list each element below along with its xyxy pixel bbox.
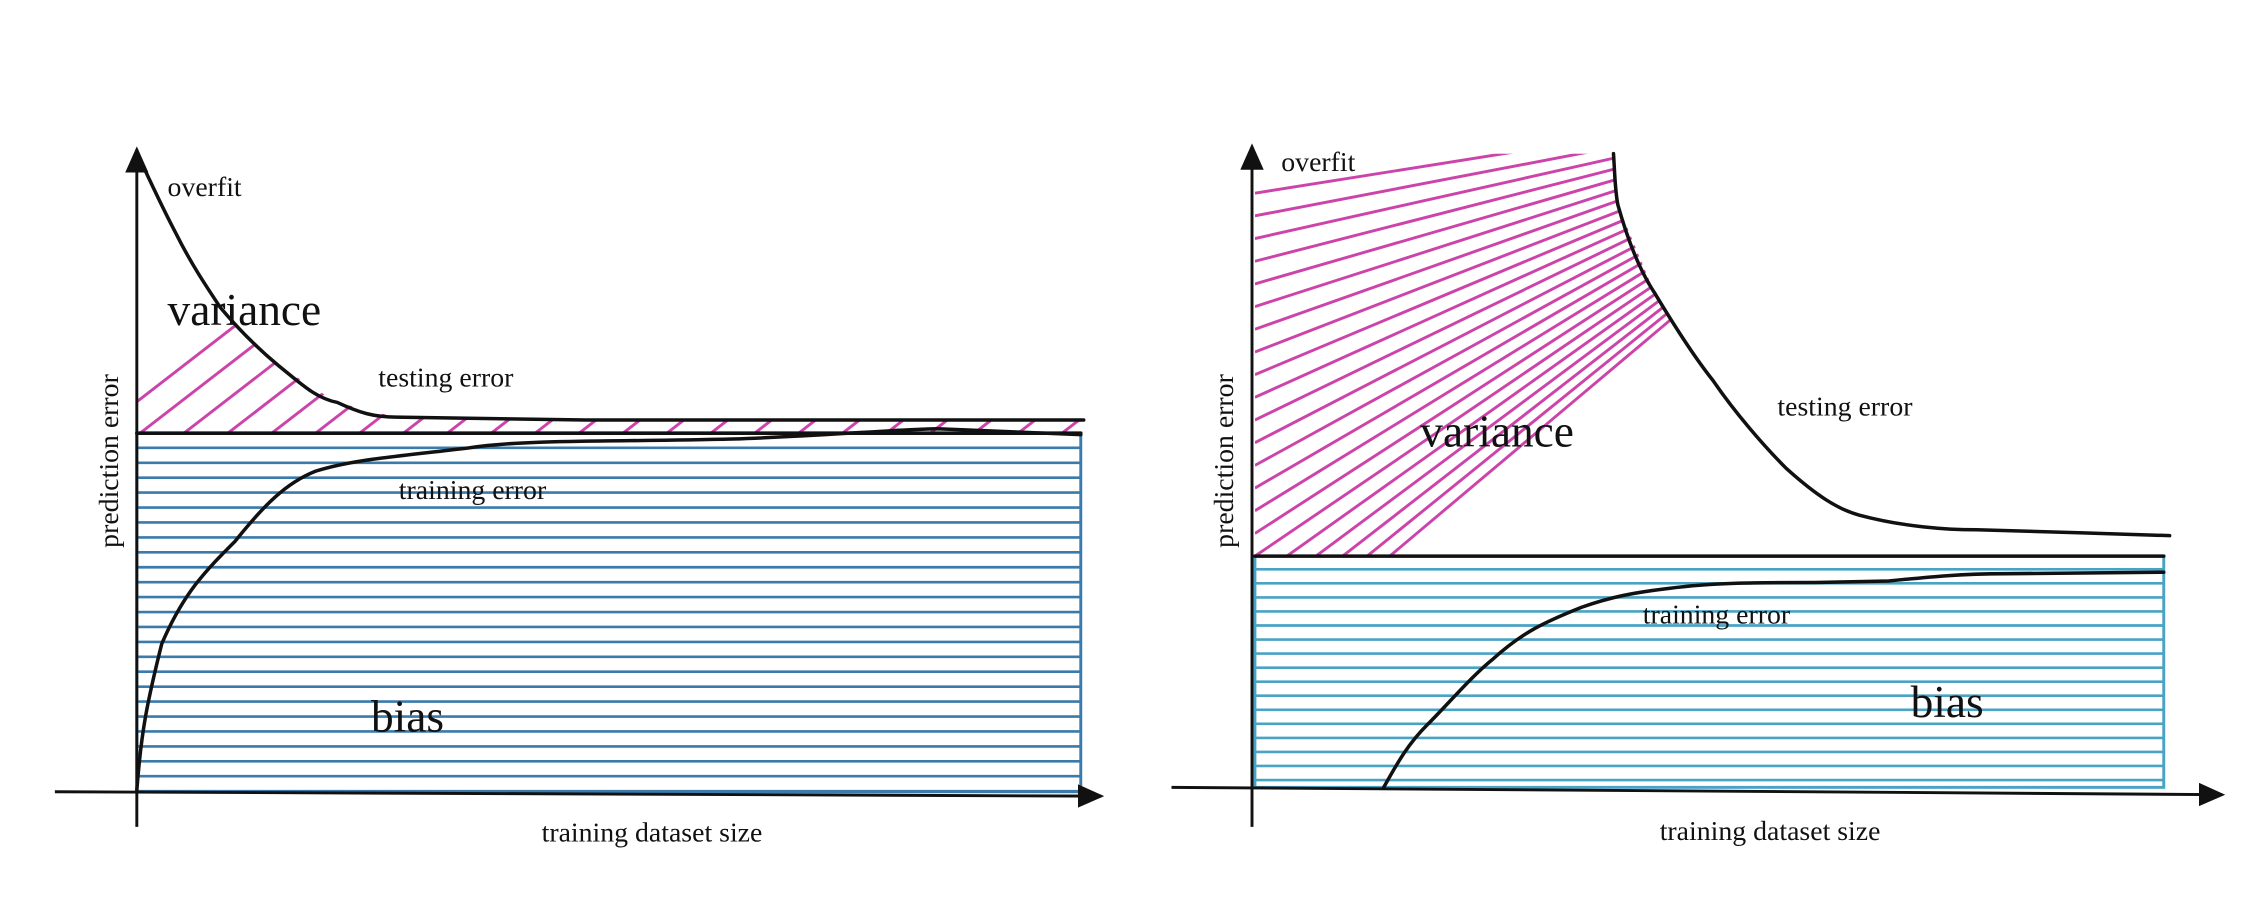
training-curve: [1381, 570, 2166, 790]
x-axis-label: training dataset size: [542, 818, 763, 849]
hatch-line: [482, 189, 807, 434]
hatch-line: [570, 189, 895, 434]
hatch-line: [1254, 153, 2167, 354]
bias-hatch: [136, 446, 1081, 793]
right-panel: overfit variance testing error training …: [1171, 143, 2226, 847]
hatch-line: [1254, 153, 2167, 422]
hatch-line: [1254, 153, 2167, 399]
hatch-line: [1254, 153, 2167, 195]
testing-curve: [142, 166, 1086, 422]
hatch-line: [614, 189, 939, 434]
hatch-line: [1254, 153, 2167, 557]
overfit-label: overfit: [168, 172, 242, 203]
bias-label: bias: [1911, 677, 1984, 727]
left-panel: overfit variance testing error training …: [54, 146, 1105, 849]
bias-label: bias: [371, 692, 444, 742]
hatch-line: [965, 189, 1084, 434]
hatch-line: [921, 189, 1084, 434]
hatch-line: [526, 189, 851, 434]
hatch-line: [351, 189, 675, 434]
hatch-line: [702, 189, 1027, 434]
hatch-line: [1009, 189, 1084, 434]
training-error-label: training error: [399, 475, 547, 506]
training-curve: [135, 427, 1083, 793]
hatch-line: [834, 189, 1084, 434]
bias-hatch: [1254, 567, 2164, 782]
hatch-line: [1254, 153, 2167, 557]
testing-curve: [1611, 151, 2172, 538]
testing-error-label: testing error: [1777, 392, 1913, 423]
hatch-line: [1254, 153, 2167, 331]
hatch-line: [877, 189, 1084, 434]
hatch-line: [746, 189, 1070, 434]
testing-error-label: testing error: [378, 362, 514, 393]
hatch-line: [1254, 153, 2167, 513]
variance-label: variance: [1420, 406, 1574, 456]
hatch-line: [1254, 153, 2167, 263]
x-axis: [1171, 782, 2226, 807]
x-axis: [54, 784, 1105, 808]
hatch-line: [307, 189, 631, 434]
hatch-line: [1254, 153, 2167, 377]
hatch-line: [1254, 153, 2167, 308]
x-axis-label: training dataset size: [1660, 816, 1881, 847]
y-axis-label: prediction error: [1209, 373, 1240, 547]
hatch-line: [394, 189, 719, 434]
variance-label: variance: [168, 285, 322, 335]
hatch-line: [1254, 153, 2167, 467]
hatch-line: [790, 189, 1084, 434]
hatch-line: [658, 189, 983, 434]
hatch-line: [1254, 153, 2167, 557]
hatch-line: [1254, 153, 2167, 535]
training-error-label: training error: [1643, 599, 1791, 630]
hatch-line: [1254, 153, 2167, 218]
overfit-label: overfit: [1281, 147, 1355, 178]
hatch-line: [1254, 153, 2167, 286]
hatch-line: [1254, 153, 2167, 240]
y-axis-label: prediction error: [94, 373, 125, 547]
hatch-line: [1254, 153, 2167, 557]
hatch-line: [438, 189, 763, 434]
